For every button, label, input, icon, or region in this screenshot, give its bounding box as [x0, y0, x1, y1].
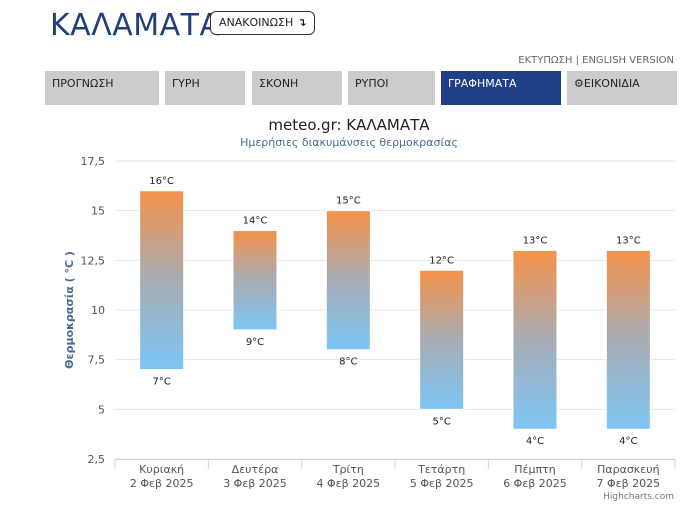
- tab-label: ΕΙΚΟΝΙΔΙΑ: [583, 77, 640, 90]
- y-tick-label: 5: [98, 403, 105, 416]
- y-tick-label: 7,5: [88, 354, 106, 367]
- temperature-range-bar: [605, 249, 651, 430]
- x-tick-label-date: 4 Φεβ 2025: [317, 477, 381, 490]
- chart-subtitle: Ημερήσιες διακυμάνσεις θερμοκρασίας: [240, 136, 458, 149]
- temperature-range-bar: [232, 230, 278, 331]
- x-tick-label-date: 5 Φεβ 2025: [410, 477, 474, 490]
- print-link[interactable]: ΕΚΤΥΠΩΣΗ: [518, 55, 573, 66]
- temperature-range-bar: [512, 249, 558, 430]
- tab-label: ΡΥΠΟΙ: [355, 77, 389, 90]
- x-tick-label-date: 7 Φεβ 2025: [597, 477, 661, 490]
- arrow-down-return-icon: ↴: [297, 16, 307, 29]
- tab-pollutants[interactable]: ΡΥΠΟΙ: [348, 71, 435, 105]
- x-tick-label-date: 3 Φεβ 2025: [223, 477, 287, 490]
- y-axis-title: Θερμοκρασία ( °C ): [63, 251, 76, 369]
- high-temp-label: 15°C: [336, 196, 361, 207]
- chart-title: meteo.gr: ΚΑΛΑΜΑΤΑ: [268, 116, 430, 134]
- x-tick-label-day: Δευτέρα: [232, 463, 279, 476]
- x-tick-label-day: Παρασκευή: [597, 463, 660, 476]
- highcharts-credits[interactable]: Highcharts.com: [603, 492, 674, 502]
- tab-pollen[interactable]: ΓΥΡΗ: [165, 71, 245, 105]
- tab-label: ΠΡΟΓΝΩΣΗ: [52, 77, 114, 90]
- link-separator: |: [575, 55, 579, 66]
- temperature-range-bar: [139, 190, 185, 371]
- low-temp-label: 8°C: [339, 357, 357, 368]
- tab-charts[interactable]: ΓΡΑΦΗΜΑΤΑ: [441, 71, 561, 105]
- low-temp-label: 4°C: [526, 436, 544, 447]
- y-tick-label: 10: [91, 304, 105, 317]
- x-tick-label-day: Κυριακή: [139, 463, 184, 476]
- tab-forecast[interactable]: ΠΡΟΓΝΩΣΗ: [45, 71, 159, 105]
- tab-dust[interactable]: ΣΚΟΝΗ: [252, 71, 342, 105]
- y-tick-label: 17,5: [81, 155, 106, 168]
- announcement-label: ΑΝΑΚΟΙΝΩΣΗ: [219, 16, 294, 29]
- announcement-button[interactable]: ΑΝΑΚΟΙΝΩΣΗ ↴: [210, 11, 316, 35]
- tab-label: ΓΡΑΦΗΜΑΤΑ: [448, 77, 517, 90]
- high-temp-label: 16°C: [149, 176, 174, 187]
- low-temp-label: 5°C: [432, 416, 450, 427]
- high-temp-label: 12°C: [429, 255, 454, 266]
- low-temp-label: 9°C: [246, 337, 264, 348]
- y-tick-label: 12,5: [81, 254, 106, 267]
- tab-label: ΓΥΡΗ: [172, 77, 200, 90]
- y-tick-label: 15: [91, 205, 105, 218]
- y-tick-label: 2,5: [88, 453, 106, 466]
- x-tick-label-day: Πέμπτη: [514, 463, 555, 476]
- x-tick-label-date: 2 Φεβ 2025: [130, 477, 194, 490]
- x-tick-label-day: Τρίτη: [332, 463, 364, 476]
- tab-label: ΣΚΟΝΗ: [259, 77, 299, 90]
- high-temp-label: 13°C: [523, 235, 548, 246]
- x-tick-label-date: 6 Φεβ 2025: [503, 477, 567, 490]
- temperature-range-bar: [325, 210, 371, 351]
- x-tick-label-day: Τετάρτη: [417, 463, 465, 476]
- english-version-link[interactable]: ENGLISH VERSION: [582, 55, 674, 66]
- top-links: ΕΚΤΥΠΩΣΗ | ENGLISH VERSION: [518, 55, 674, 66]
- low-temp-label: 7°C: [152, 377, 170, 388]
- temperature-range-bar: [419, 269, 465, 410]
- tab-icons[interactable]: ⚙ΕΙΚΟΝΙΔΙΑ: [567, 71, 677, 105]
- low-temp-label: 4°C: [619, 436, 637, 447]
- gear-icon: ⚙: [574, 77, 584, 90]
- city-title: ΚΑΛΑΜΑΤΑ: [50, 8, 221, 43]
- high-temp-label: 14°C: [243, 216, 268, 227]
- high-temp-label: 13°C: [616, 235, 641, 246]
